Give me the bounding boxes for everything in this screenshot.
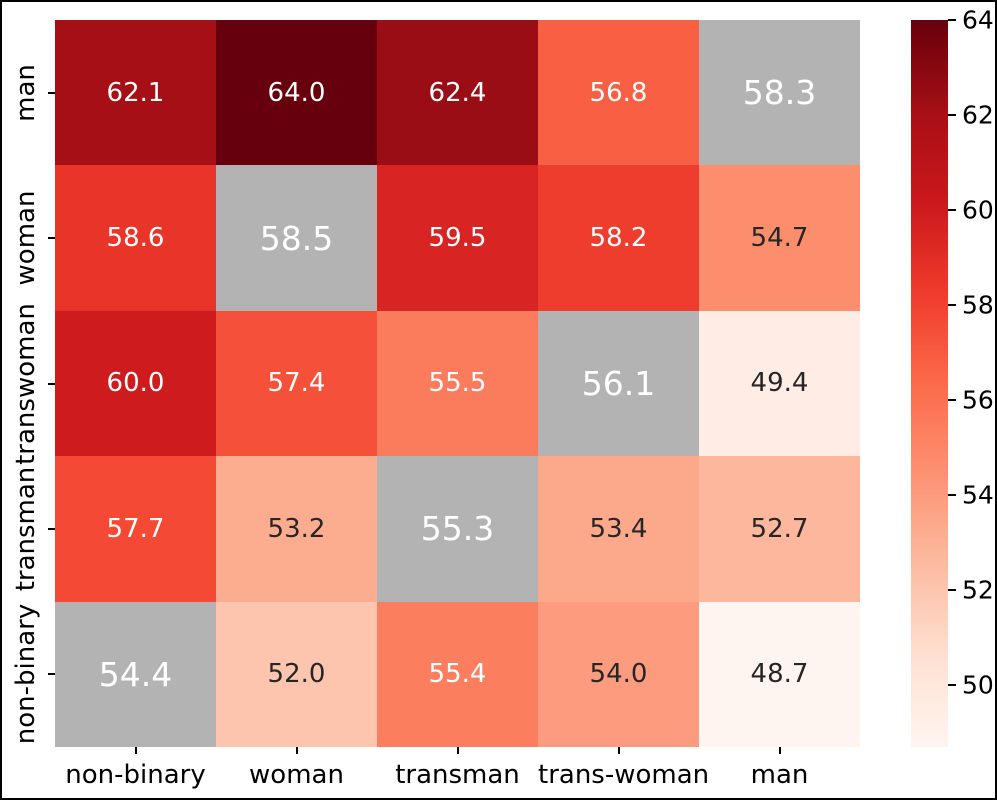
colorbar-tick-label-64: 64	[962, 5, 994, 35]
y-tick-mark	[48, 382, 55, 385]
cell-annotation: 58.6	[106, 223, 165, 254]
cell-annotation: 56.8	[589, 77, 648, 108]
x-tick-mark	[456, 747, 459, 754]
heatmap-cell-non-binary-transman: 55.4	[377, 601, 538, 747]
x-tick-mark	[134, 747, 137, 754]
cell-annotation: 54.7	[750, 223, 809, 254]
heatmap-cell-transman-man: 52.7	[699, 456, 860, 602]
heatmap-cell-transman-trans-woman: 53.4	[538, 456, 699, 602]
colorbar-tick-label-56: 56	[962, 385, 994, 415]
cell-annotation: 62.4	[428, 77, 487, 108]
heatmap-cell-transman-non-binary: 57.7	[55, 456, 216, 602]
heatmap-cell-transwoman-trans-woman: 56.1	[538, 310, 699, 457]
cell-annotation: 57.7	[106, 513, 165, 544]
heatmap-cell-man-non-binary: 62.1	[55, 20, 216, 166]
y-tick-mark	[48, 91, 55, 94]
y-tick-label-woman: woman	[11, 190, 41, 286]
x-tick-label-non-binary: non-binary	[65, 760, 206, 790]
cell-annotation: 48.7	[750, 659, 809, 690]
heatmap-cell-non-binary-woman: 52.0	[216, 601, 377, 747]
cell-annotation: 58.2	[589, 223, 648, 254]
heatmap-cell-man-transman: 62.4	[377, 20, 538, 166]
colorbar-tick-label-54: 54	[962, 480, 994, 510]
heatmap-cell-woman-transman: 59.5	[377, 165, 538, 311]
y-tick-label-transman: transman	[11, 466, 41, 592]
x-tick-label-trans-woman: trans-woman	[538, 760, 710, 790]
colorbar-tick-label-50: 50	[962, 670, 994, 700]
x-tick-label-man: man	[750, 760, 809, 790]
cell-annotation: 53.2	[267, 513, 326, 544]
y-tick-label-man: man	[11, 63, 41, 122]
y-tick-label-non-binary: non-binary	[11, 604, 41, 745]
cell-annotation: 59.5	[428, 223, 487, 254]
x-tick-label-transman: transman	[395, 760, 520, 790]
colorbar-gradient	[911, 20, 948, 747]
x-tick-mark	[617, 747, 620, 754]
x-tick-label-woman: woman	[249, 760, 344, 790]
heatmap-cell-man-man: 58.3	[699, 20, 860, 166]
heatmap-cell-non-binary-man: 48.7	[699, 601, 860, 747]
colorbar-tick-mark	[948, 589, 956, 592]
heatmap-cell-woman-woman: 58.5	[216, 165, 377, 311]
colorbar-tick-label-62: 62	[962, 100, 994, 130]
heatmap-cell-transwoman-non-binary: 60.0	[55, 310, 216, 457]
cell-annotation: 64.0	[267, 77, 326, 108]
heatmap-cell-transman-woman: 53.2	[216, 456, 377, 602]
y-tick-mark	[48, 237, 55, 240]
cell-annotation: 60.0	[106, 368, 165, 399]
colorbar-tick-mark	[948, 304, 956, 307]
x-tick-mark	[778, 747, 781, 754]
cell-annotation: 54.4	[98, 654, 173, 694]
heatmap-cell-man-woman: 64.0	[216, 20, 377, 166]
cell-annotation: 52.7	[750, 513, 809, 544]
cell-annotation: 57.4	[267, 368, 326, 399]
heatmap-cell-woman-man: 54.7	[699, 165, 860, 311]
heatmap-cell-transwoman-woman: 57.4	[216, 310, 377, 457]
heatmap-cell-woman-trans-woman: 58.2	[538, 165, 699, 311]
cell-annotation: 49.4	[750, 368, 809, 399]
colorbar-tick-mark	[948, 684, 956, 687]
colorbar-tick-label-58: 58	[962, 290, 994, 320]
x-tick-mark	[295, 747, 298, 754]
heatmap-cell-man-trans-woman: 56.8	[538, 20, 699, 166]
cell-annotation: 54.0	[589, 659, 648, 690]
heatmap-cell-non-binary-non-binary: 54.4	[55, 601, 216, 747]
heatmap-plot-area: 62.1 64.0 62.4 56.8 58.3 58.6 58.5 59.5 58.2 54.7…	[55, 20, 860, 747]
cell-annotation: 55.5	[428, 368, 487, 399]
heatmap-cell-woman-non-binary: 58.6	[55, 165, 216, 311]
colorbar-tick-mark	[948, 114, 956, 117]
cell-annotation: 52.0	[267, 659, 326, 690]
heatmap-cell-non-binary-trans-woman: 54.0	[538, 601, 699, 747]
y-tick-mark	[48, 527, 55, 530]
cell-annotation: 62.1	[106, 77, 165, 108]
colorbar-tick-mark	[948, 399, 956, 402]
heatmap-cell-transwoman-transman: 55.5	[377, 310, 538, 457]
colorbar-tick-mark	[948, 494, 956, 497]
cell-annotation: 56.1	[581, 363, 656, 403]
cell-annotation: 58.3	[742, 73, 817, 113]
colorbar-tick-label-60: 60	[962, 195, 994, 225]
colorbar-tick-mark	[948, 19, 956, 21]
y-tick-mark	[48, 673, 55, 676]
cell-annotation: 55.4	[428, 659, 487, 690]
cell-annotation: 55.3	[420, 509, 495, 549]
cell-annotation: 53.4	[589, 513, 648, 544]
colorbar-tick-label-52: 52	[962, 575, 994, 605]
heatmap-cell-transwoman-man: 49.4	[699, 310, 860, 457]
y-tick-label-transwoman: transwoman	[11, 302, 41, 465]
heatmap-cell-transman-transman: 55.3	[377, 456, 538, 602]
cell-annotation: 58.5	[259, 218, 334, 258]
colorbar-tick-mark	[948, 209, 956, 212]
